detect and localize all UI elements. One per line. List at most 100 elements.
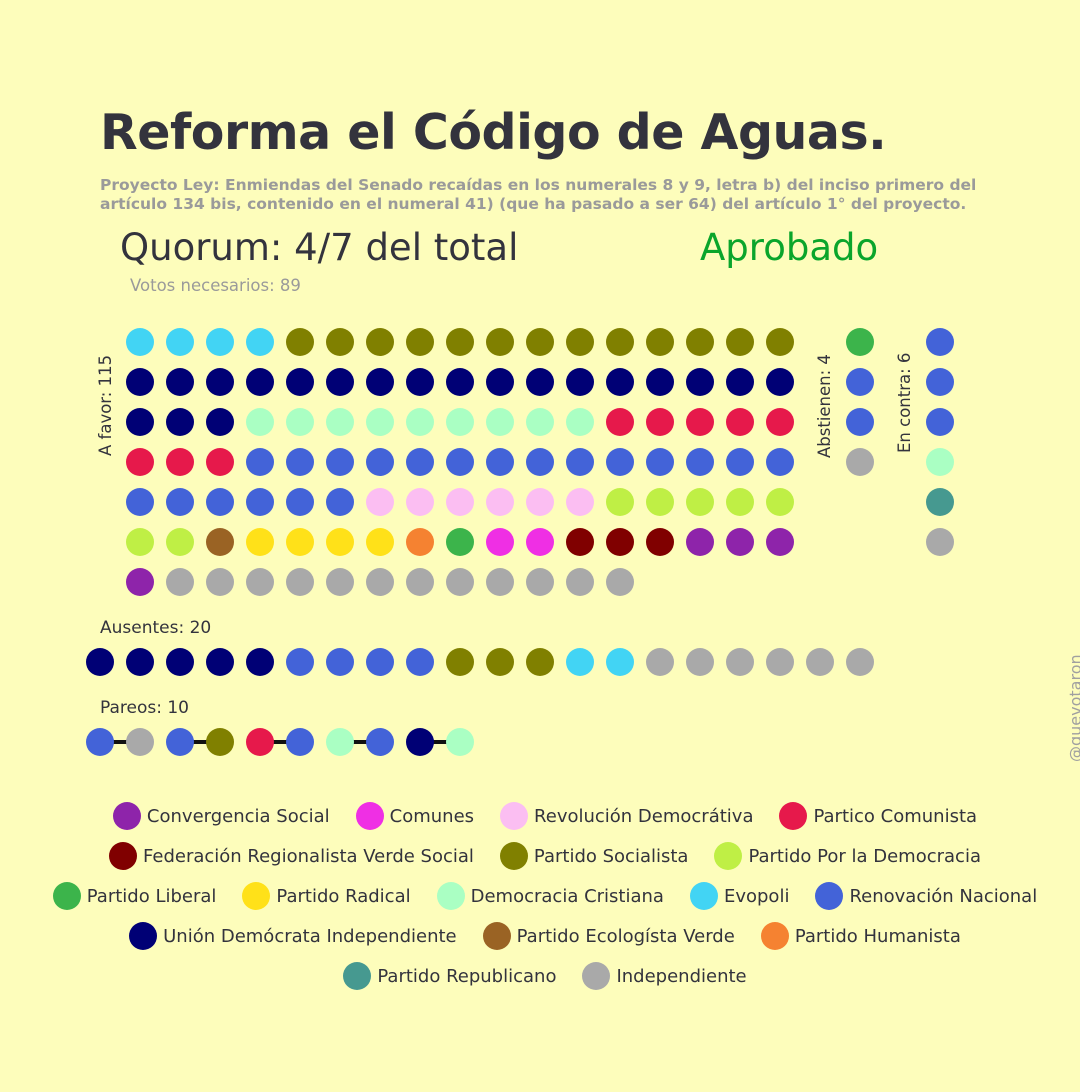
a-favor-dot <box>566 368 594 396</box>
legend-item: Evopoli <box>689 882 790 910</box>
a-favor-dot <box>606 448 634 476</box>
a-favor-dot <box>486 368 514 396</box>
a-favor-dot <box>166 328 194 356</box>
a-favor-dot <box>326 448 354 476</box>
legend-item: Partico Comunista <box>779 802 977 830</box>
a-favor-dot <box>246 408 274 436</box>
a-favor-dot <box>406 408 434 436</box>
a-favor-dot <box>526 408 554 436</box>
a-favor-dot <box>126 408 154 436</box>
a-favor-dot <box>166 448 194 476</box>
ausente-dot <box>166 648 194 676</box>
a-favor-dot <box>246 568 274 596</box>
a-favor-dot <box>446 488 474 516</box>
en-contra-dot <box>926 488 954 516</box>
ausente-dot <box>526 648 554 676</box>
a-favor-dot <box>646 448 674 476</box>
a-favor-dot <box>366 488 394 516</box>
legend-swatch <box>714 842 743 870</box>
ausente-dot <box>126 648 154 676</box>
legend-item: Renovación Nacional <box>815 882 1037 910</box>
legend-label: Convergencia Social <box>146 805 330 827</box>
ausente-dot <box>286 648 314 676</box>
a-favor-dot <box>286 368 314 396</box>
a-favor-dot <box>126 488 154 516</box>
a-favor-dot <box>446 568 474 596</box>
a-favor-dot <box>246 448 274 476</box>
a-favor-dot <box>446 368 474 396</box>
legend-item: Partido Ecologísta Verde <box>482 922 735 950</box>
a-favor-dot <box>406 568 434 596</box>
a-favor-dot <box>686 408 714 436</box>
a-favor-dot <box>566 328 594 356</box>
ausente-dot <box>686 648 714 676</box>
legend-swatch <box>499 842 528 870</box>
a-favor-dot <box>646 408 674 436</box>
a-favor-dot <box>366 368 394 396</box>
ausentes-label: Ausentes: 20 <box>100 618 212 638</box>
en-contra-dot <box>926 448 954 476</box>
ausente-dot <box>86 648 114 676</box>
a-favor-dot <box>526 328 554 356</box>
legend-label: Evopoli <box>723 885 790 907</box>
legend-swatch <box>52 882 81 910</box>
a-favor-dot <box>206 408 234 436</box>
a-favor-dot <box>526 368 554 396</box>
a-favor-dot <box>286 488 314 516</box>
a-favor-dot <box>166 528 194 556</box>
a-favor-dot <box>286 568 314 596</box>
legend-label: Partido Liberal <box>86 885 217 907</box>
ausente-dot <box>726 648 754 676</box>
a-favor-dot <box>286 328 314 356</box>
legend-swatch <box>355 802 384 830</box>
legend-swatch <box>689 882 718 910</box>
a-favor-dot <box>366 328 394 356</box>
a-favor-dot <box>726 368 754 396</box>
a-favor-dot <box>766 368 794 396</box>
legend-swatch <box>436 882 465 910</box>
a-favor-dot <box>766 488 794 516</box>
legend-swatch <box>779 802 808 830</box>
pareo-dot <box>206 728 234 756</box>
legend-label: Democracia Cristiana <box>470 885 664 907</box>
a-favor-dot <box>406 528 434 556</box>
abstienen-dot <box>846 368 874 396</box>
chart-title: Reforma el Código de Aguas. <box>100 104 887 161</box>
a-favor-dot <box>366 408 394 436</box>
a-favor-dot <box>486 528 514 556</box>
legend-item: Federación Regionalista Verde Social <box>109 842 474 870</box>
legend-swatch <box>482 922 511 950</box>
a-favor-dot <box>246 528 274 556</box>
credit-handle: @quevotaron <box>1066 654 1080 762</box>
ausente-dot <box>326 648 354 676</box>
votes-needed-label: Votos necesarios: 89 <box>130 276 301 295</box>
quorum-label: Quorum: 4/7 del total <box>120 226 519 269</box>
a-favor-dot <box>326 488 354 516</box>
legend-swatch <box>343 962 372 990</box>
a-favor-dot <box>606 528 634 556</box>
ausente-dot <box>606 648 634 676</box>
a-favor-dot <box>326 568 354 596</box>
a-favor-dot <box>686 328 714 356</box>
legend-label: Partido Socialista <box>533 845 689 867</box>
legend-item: Democracia Cristiana <box>436 882 664 910</box>
en-contra-dot <box>926 328 954 356</box>
legend-label: Independiente <box>616 965 747 987</box>
legend-item: Partido Republicano <box>343 962 556 990</box>
a-favor-dot <box>206 488 234 516</box>
a-favor-dot <box>566 488 594 516</box>
legend-swatch <box>112 802 141 830</box>
a-favor-dot <box>406 488 434 516</box>
legend-label: Partico Comunista <box>813 805 978 827</box>
en-contra-dot <box>926 528 954 556</box>
legend-swatch <box>500 802 529 830</box>
legend-swatch <box>760 922 789 950</box>
a-favor-dot <box>726 408 754 436</box>
pareo-dot <box>406 728 434 756</box>
a-favor-dot <box>366 568 394 596</box>
a-favor-dot <box>446 448 474 476</box>
a-favor-dot <box>286 448 314 476</box>
a-favor-dot <box>566 448 594 476</box>
legend-swatch <box>582 962 611 990</box>
